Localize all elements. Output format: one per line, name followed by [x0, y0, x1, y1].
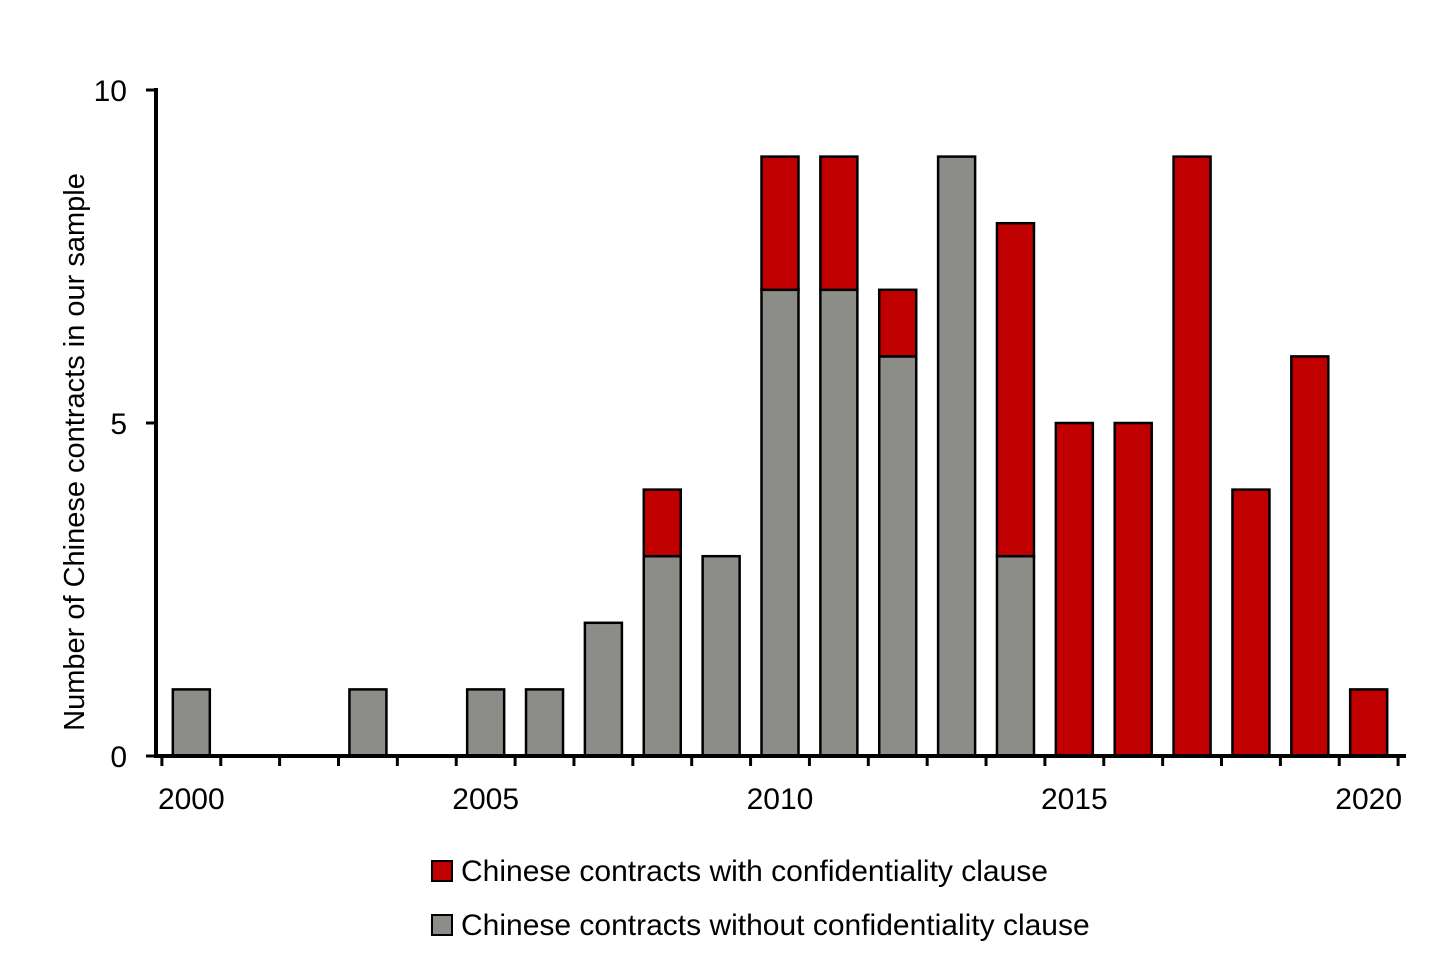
- bar-with-2019: [1290, 355, 1330, 758]
- bar-without-2010: [760, 288, 800, 758]
- legend-swatch-without: [431, 914, 453, 936]
- bar-with-2008: [642, 488, 683, 558]
- bar-without-2011: [819, 288, 859, 758]
- bar-with-2017: [1172, 155, 1212, 758]
- bar-without-2005: [465, 688, 506, 758]
- bar-without-2014: [995, 554, 1036, 758]
- bar-with-2012: [877, 288, 918, 358]
- bar-without-2009: [701, 554, 741, 758]
- x-tick-label-2005: 2005: [452, 783, 519, 816]
- bar-with-2010: [760, 155, 800, 292]
- y-tick-label-10: 10: [94, 75, 127, 108]
- bar-with-2011: [819, 155, 859, 292]
- bar-with-2016: [1113, 421, 1153, 758]
- x-tick-label-2010: 2010: [747, 783, 814, 816]
- bar-without-2000: [171, 688, 212, 758]
- legend-swatch-with: [431, 860, 453, 882]
- x-tick-label-2020: 2020: [1335, 783, 1402, 816]
- bar-with-2020: [1348, 688, 1389, 758]
- bar-without-2013: [936, 155, 977, 758]
- bar-without-2007: [583, 621, 624, 758]
- y-axis-title: Number of Chinese contracts in our sampl…: [59, 173, 91, 731]
- bar-with-2014: [995, 221, 1036, 558]
- ticks: [146, 88, 1400, 766]
- x-tick-label-2015: 2015: [1041, 783, 1108, 816]
- bar-without-2012: [877, 355, 918, 758]
- legend-label-with: Chinese contracts with confidentiality c…: [461, 855, 1048, 888]
- tick-labels: 2000 2005 2010 2015 2020 0 5 10: [94, 75, 1402, 816]
- bar-with-2018: [1231, 488, 1271, 758]
- bar-without-2008: [642, 554, 683, 758]
- legend: Chinese contracts with confidentiality c…: [431, 855, 1090, 942]
- y-tick-label-5: 5: [110, 408, 127, 441]
- bar-without-2003: [348, 688, 388, 758]
- bar-with-2015: [1054, 421, 1095, 758]
- bars: [171, 155, 1389, 758]
- legend-label-without: Chinese contracts without confidentialit…: [461, 909, 1090, 942]
- y-tick-label-0: 0: [110, 741, 127, 774]
- x-tick-label-2000: 2000: [158, 783, 225, 816]
- bar-without-2006: [524, 688, 565, 758]
